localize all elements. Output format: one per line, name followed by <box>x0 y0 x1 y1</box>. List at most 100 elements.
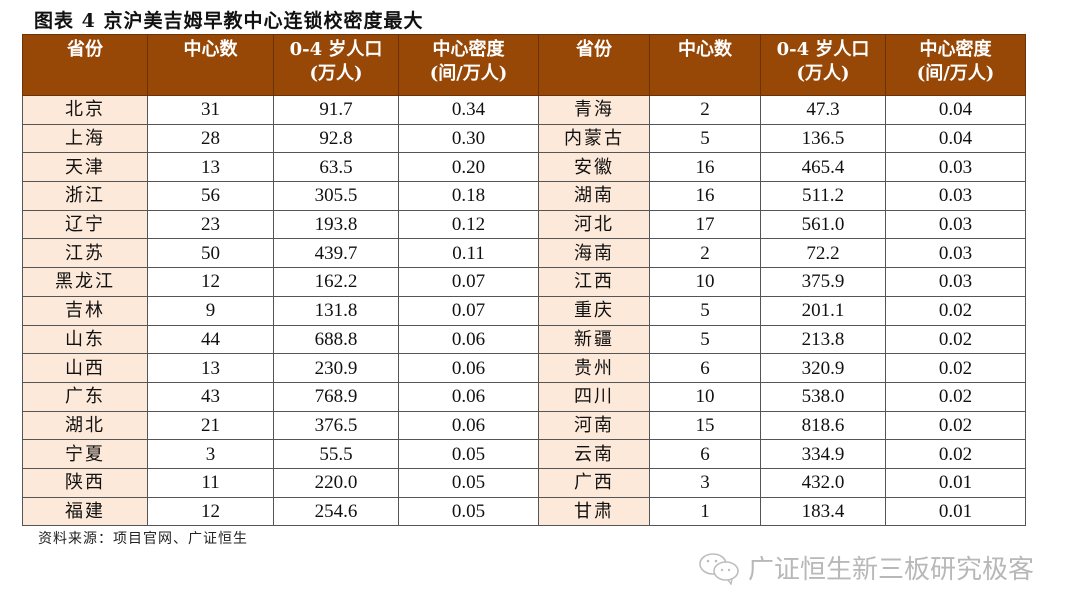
population-cell: 376.5 <box>273 410 399 441</box>
population-cell: 538.0 <box>760 381 886 412</box>
density-cell: 0.11 <box>398 238 539 269</box>
centers-cell: 1 <box>649 496 761 527</box>
header-province: 省份 <box>22 34 148 96</box>
density-cell: 0.20 <box>398 152 539 183</box>
population-cell: 91.7 <box>273 95 399 125</box>
centers-cell: 10 <box>649 267 761 297</box>
wechat-icon <box>699 552 739 585</box>
centers-cell: 31 <box>147 95 274 125</box>
province-cell: 山东 <box>22 324 148 355</box>
density-cell: 0.07 <box>398 267 539 297</box>
density-cell: 0.02 <box>885 439 1026 469</box>
watermark-text: 广证恒生新三板研究极客 <box>748 555 1035 585</box>
population-cell: 136.5 <box>760 123 886 154</box>
density-cell: 0.06 <box>398 381 539 412</box>
population-cell: 183.4 <box>760 496 886 527</box>
header-province: 省份 <box>538 34 650 96</box>
centers-cell: 5 <box>649 324 761 355</box>
density-cell: 0.03 <box>885 181 1026 211</box>
table-row: 天津 13 63.5 0.20 安徽 16 465.4 0.03 <box>22 152 1026 183</box>
province-cell: 陕西 <box>22 467 148 498</box>
province-cell: 江西 <box>538 267 650 297</box>
density-cell: 0.06 <box>398 353 539 383</box>
province-cell: 海南 <box>538 238 650 269</box>
centers-cell: 16 <box>649 152 761 183</box>
province-cell: 天津 <box>22 152 148 183</box>
population-cell: 193.8 <box>273 209 399 240</box>
table-row: 广东 43 768.9 0.06 四川 10 538.0 0.02 <box>22 381 1026 412</box>
table-row: 黑龙江 12 162.2 0.07 江西 10 375.9 0.03 <box>22 267 1026 297</box>
centers-cell: 17 <box>649 209 761 240</box>
province-cell: 浙江 <box>22 181 148 211</box>
table-row: 北京 31 91.7 0.34 青海 2 47.3 0.04 <box>22 95 1026 125</box>
centers-cell: 2 <box>649 238 761 269</box>
centers-cell: 5 <box>649 295 761 326</box>
centers-cell: 11 <box>147 467 274 498</box>
centers-cell: 10 <box>649 381 761 412</box>
province-cell: 吉林 <box>22 295 148 326</box>
density-cell: 0.02 <box>885 295 1026 326</box>
table-row: 江苏 50 439.7 0.11 海南 2 72.2 0.03 <box>22 238 1026 269</box>
source-note: 资料来源：项目官网、广证恒生 <box>38 531 248 547</box>
density-cell: 0.04 <box>885 123 1026 154</box>
population-cell: 334.9 <box>760 439 886 469</box>
density-cell: 0.05 <box>398 467 539 498</box>
province-cell: 江苏 <box>22 238 148 269</box>
centers-cell: 56 <box>147 181 274 211</box>
population-cell: 254.6 <box>273 496 399 527</box>
province-cell: 河南 <box>538 410 650 441</box>
density-cell: 0.07 <box>398 295 539 326</box>
density-cell: 0.04 <box>885 95 1026 125</box>
density-cell: 0.30 <box>398 123 539 154</box>
population-cell: 63.5 <box>273 152 399 183</box>
density-cell: 0.12 <box>398 209 539 240</box>
province-cell: 黑龙江 <box>22 267 148 297</box>
province-cell: 湖北 <box>22 410 148 441</box>
header-row: 省份 中心数 0-4 岁人口 (万人) 中心密度 (间/万人) 省份 中心数 0-4… <box>22 34 1026 96</box>
density-cell: 0.01 <box>885 496 1026 527</box>
province-cell: 河北 <box>538 209 650 240</box>
centers-cell: 23 <box>147 209 274 240</box>
density-cell: 0.03 <box>885 267 1026 297</box>
population-cell: 220.0 <box>273 467 399 498</box>
centers-cell: 6 <box>649 353 761 383</box>
province-cell: 福建 <box>22 496 148 527</box>
table-row: 福建 12 254.6 0.05 甘肃 1 183.4 0.01 <box>22 496 1026 527</box>
province-cell: 甘肃 <box>538 496 650 527</box>
population-cell: 465.4 <box>760 152 886 183</box>
density-cell: 0.03 <box>885 209 1026 240</box>
population-cell: 201.1 <box>760 295 886 326</box>
centers-cell: 3 <box>147 439 274 469</box>
population-cell: 439.7 <box>273 238 399 269</box>
province-cell: 辽宁 <box>22 209 148 240</box>
centers-cell: 12 <box>147 496 274 527</box>
province-cell: 贵州 <box>538 353 650 383</box>
centers-cell: 2 <box>649 95 761 125</box>
density-cell: 0.02 <box>885 410 1026 441</box>
watermark: 广证恒生新三板研究极客 <box>698 549 1034 586</box>
density-cell: 0.05 <box>398 439 539 469</box>
header-population: 0-4 岁人口 (万人) <box>760 34 886 96</box>
density-cell: 0.05 <box>398 496 539 527</box>
table-row: 山西 13 230.9 0.06 贵州 6 320.9 0.02 <box>22 353 1026 383</box>
population-cell: 768.9 <box>273 381 399 412</box>
centers-cell: 15 <box>649 410 761 441</box>
province-cell: 广东 <box>22 381 148 412</box>
population-cell: 230.9 <box>273 353 399 383</box>
province-cell: 北京 <box>22 95 148 125</box>
province-cell: 青海 <box>538 95 650 125</box>
population-cell: 305.5 <box>273 181 399 211</box>
province-cell: 重庆 <box>538 295 650 326</box>
density-cell: 0.02 <box>885 324 1026 355</box>
centers-cell: 13 <box>147 353 274 383</box>
population-cell: 55.5 <box>273 439 399 469</box>
province-cell: 宁夏 <box>22 439 148 469</box>
population-cell: 47.3 <box>760 95 886 125</box>
density-cell: 0.06 <box>398 410 539 441</box>
centers-cell: 12 <box>147 267 274 297</box>
province-cell: 广西 <box>538 467 650 498</box>
centers-cell: 3 <box>649 467 761 498</box>
province-cell: 四川 <box>538 381 650 412</box>
figure-title: 图表 4 京沪美吉姆早教中心连锁校密度最大 <box>34 10 424 32</box>
population-cell: 162.2 <box>273 267 399 297</box>
